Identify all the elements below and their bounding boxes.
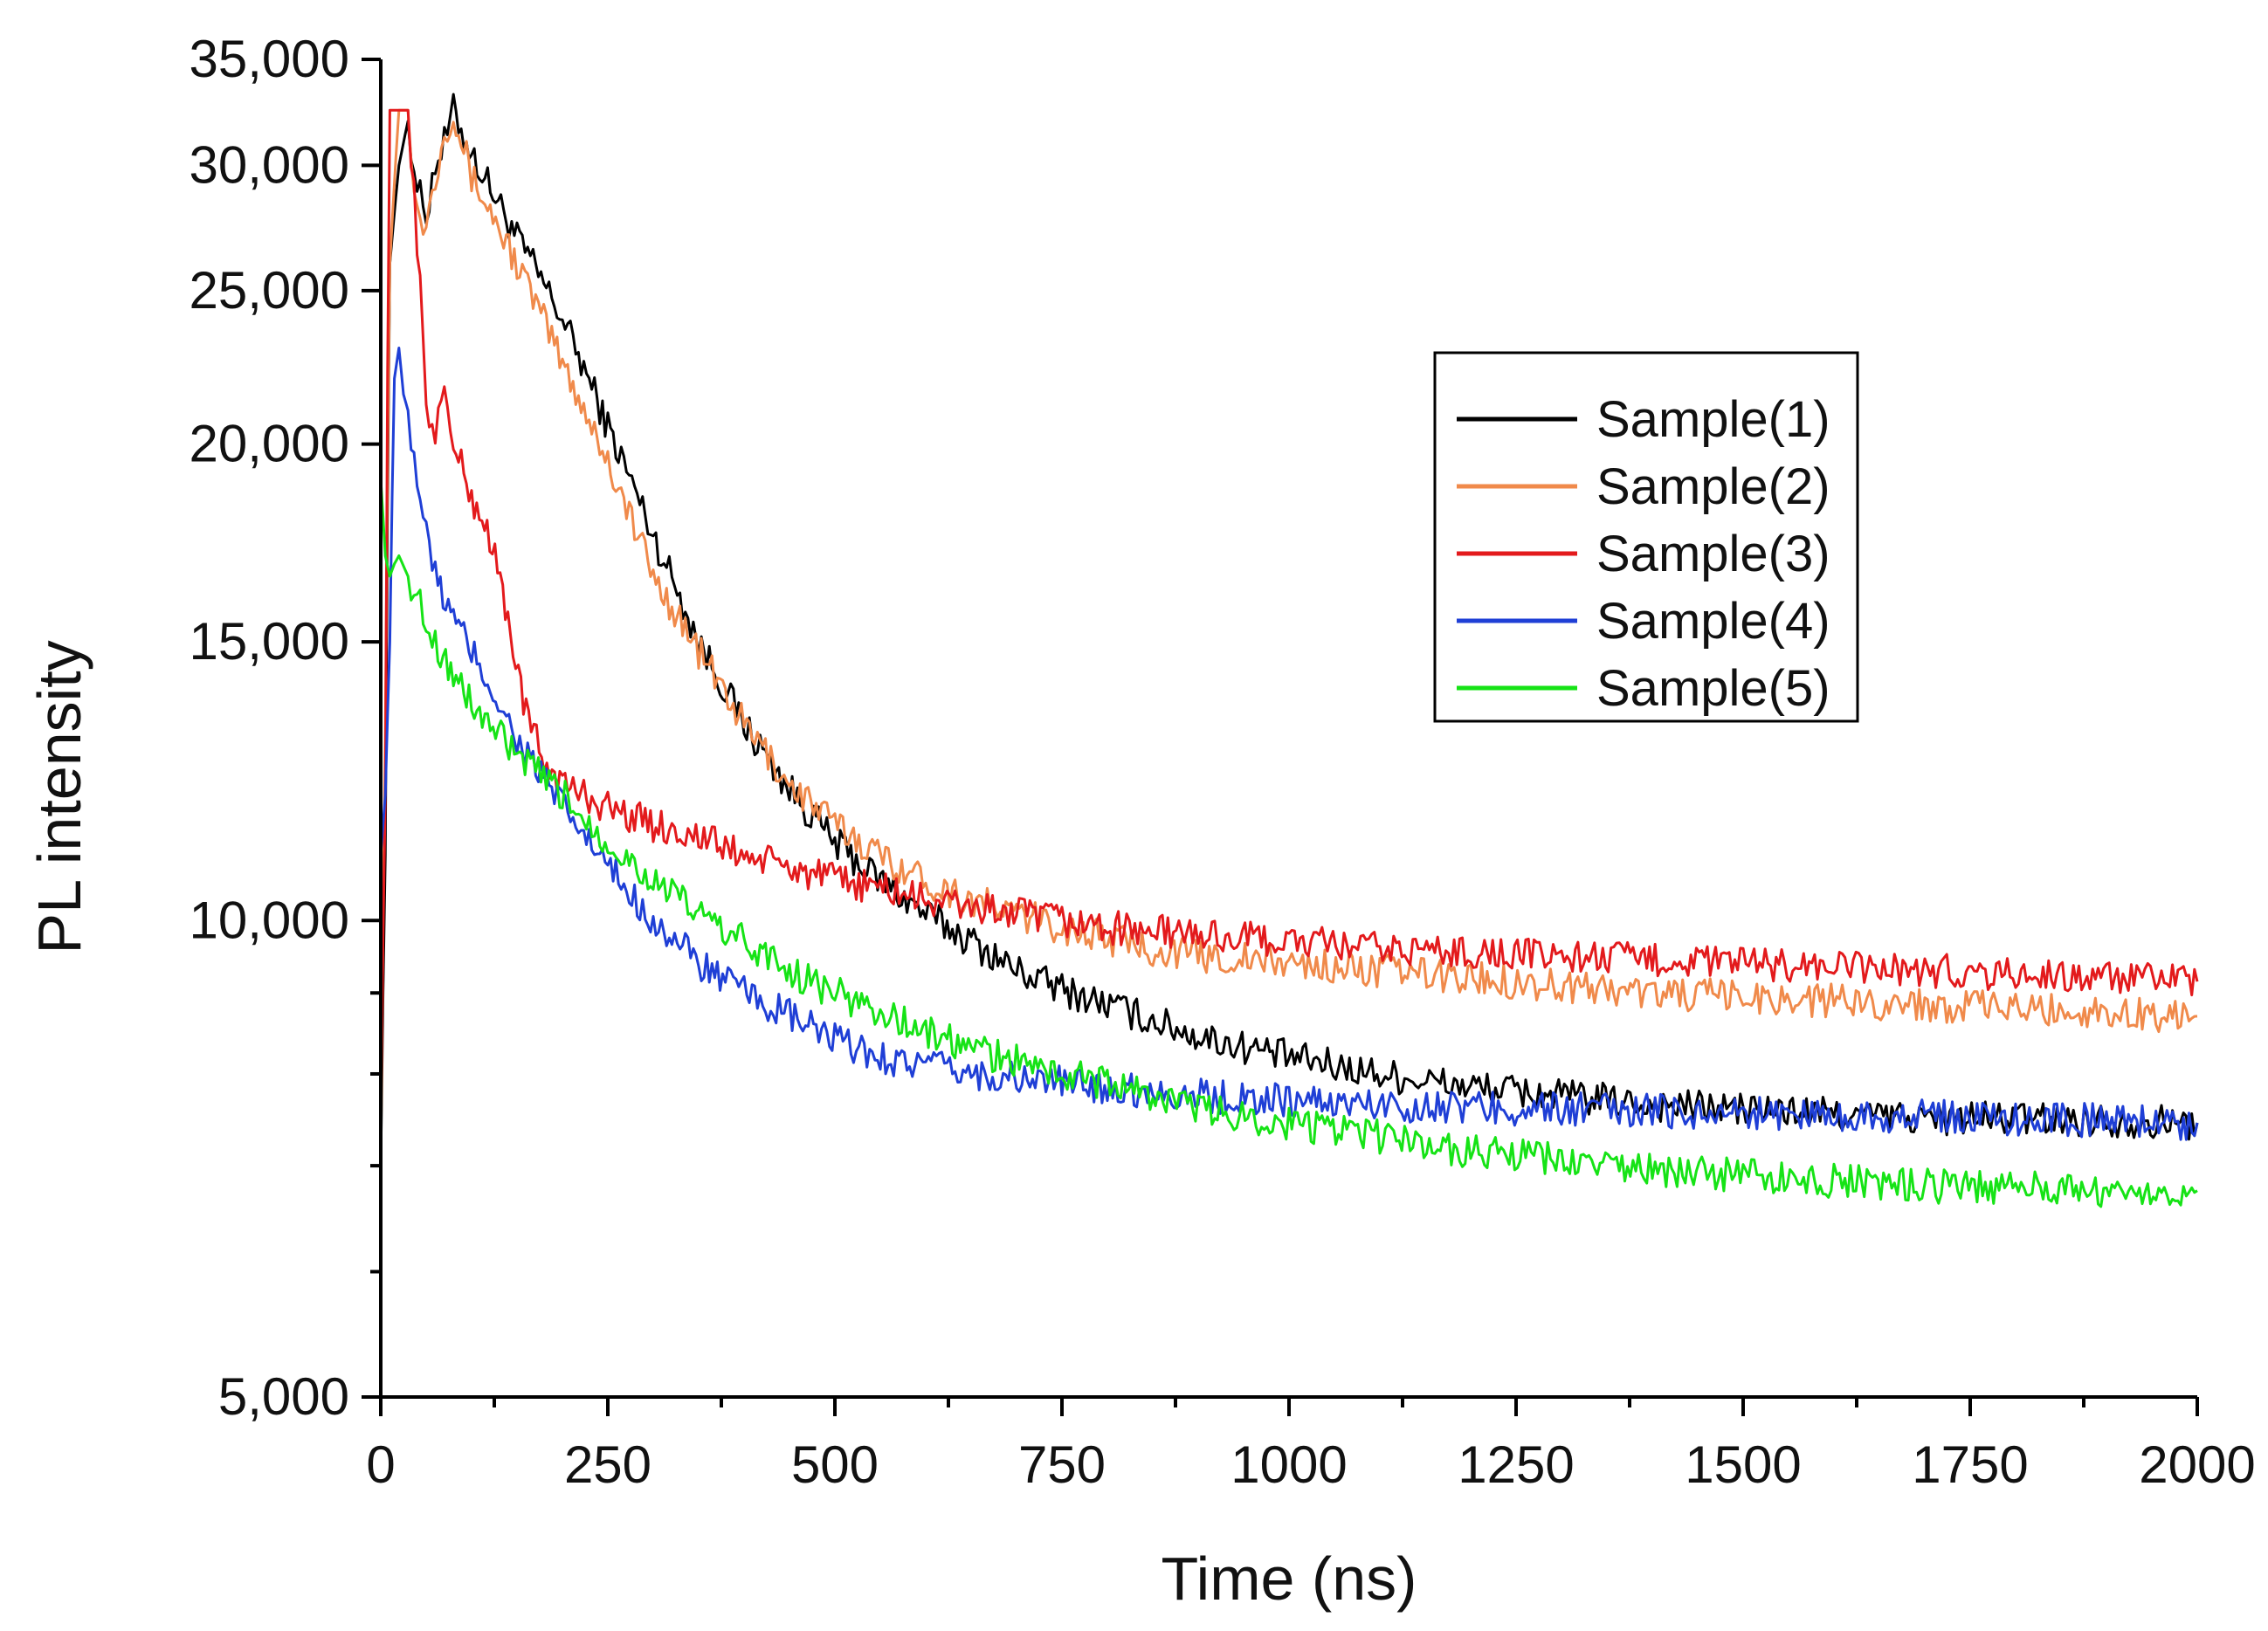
x-axis-ticks: 0 250 500 750 1000 1250 1500 1750 2000 — [366, 1397, 2256, 1494]
series-line-2 — [379, 108, 2198, 1166]
y-tick-label: 5,000 — [218, 1367, 349, 1426]
x-tick-label: 500 — [791, 1435, 879, 1494]
series-line-4 — [379, 347, 2199, 1141]
x-tick-label: 750 — [1018, 1435, 1106, 1494]
legend-label: Sample(2) — [1596, 458, 1830, 515]
x-tick-label: 0 — [366, 1435, 395, 1494]
y-tick-label: 30,000 — [189, 135, 349, 194]
series-line-3 — [379, 108, 2199, 1118]
y-axis-ticks: 5,000 10,000 15,000 20,000 25,000 30,000 35,00… — [189, 30, 381, 1426]
series-layer — [379, 93, 2199, 1208]
legend-box — [1433, 351, 1859, 723]
x-tick-label: 1750 — [1912, 1435, 2028, 1494]
legend-label: Sample(3) — [1596, 526, 1830, 582]
y-tick-label: 15,000 — [189, 612, 349, 671]
series-line-5 — [379, 478, 2198, 1208]
x-tick-label: 1500 — [1685, 1435, 1801, 1494]
legend-label: Sample(1) — [1596, 391, 1830, 448]
y-axis-title: PL intensity — [25, 640, 93, 953]
x-tick-label: 250 — [564, 1435, 651, 1494]
x-tick-label: 2000 — [2139, 1435, 2255, 1494]
y-tick-label: 10,000 — [189, 891, 349, 949]
series-line-1 — [379, 93, 2199, 1166]
x-tick-label: 1000 — [1231, 1435, 1347, 1494]
y-tick-label: 20,000 — [189, 415, 349, 473]
y-tick-label: 25,000 — [189, 261, 349, 320]
x-tick-label: 1250 — [1458, 1435, 1574, 1494]
y-tick-label: 35,000 — [189, 30, 349, 88]
legend-label: Sample(5) — [1596, 660, 1830, 717]
x-axis-title: Time (ns) — [1162, 1545, 1417, 1613]
legend: Sample(1) Sample(2) Sample(3) Sample(4) Samp… — [1433, 351, 1859, 723]
legend-label: Sample(4) — [1596, 593, 1830, 650]
